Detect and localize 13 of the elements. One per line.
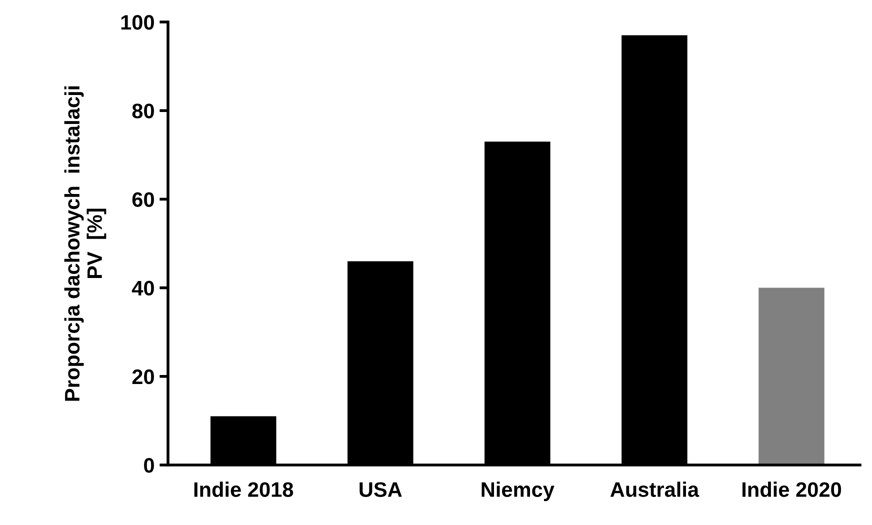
x-tick-label: Niemcy (482, 482, 554, 502)
x-tick-label: Australia (610, 482, 700, 497)
x-tick-label: Indie 2018 (194, 482, 294, 497)
x-tick-label: USA (360, 482, 402, 497)
y-tick-label: 40 (132, 280, 154, 296)
y-tick-label: 20 (132, 369, 154, 384)
y-tick-label: 0 (144, 458, 154, 473)
y-tick-label: 80 (132, 104, 154, 118)
y-tick-label: 60 (132, 192, 154, 207)
bar (758, 288, 824, 465)
y-axis-title: Proporcja dachowych instalacji PV [%] (64, 86, 106, 401)
x-tick-label: Indie 2020 (742, 482, 842, 497)
y-tick-label: 100 (121, 15, 154, 30)
